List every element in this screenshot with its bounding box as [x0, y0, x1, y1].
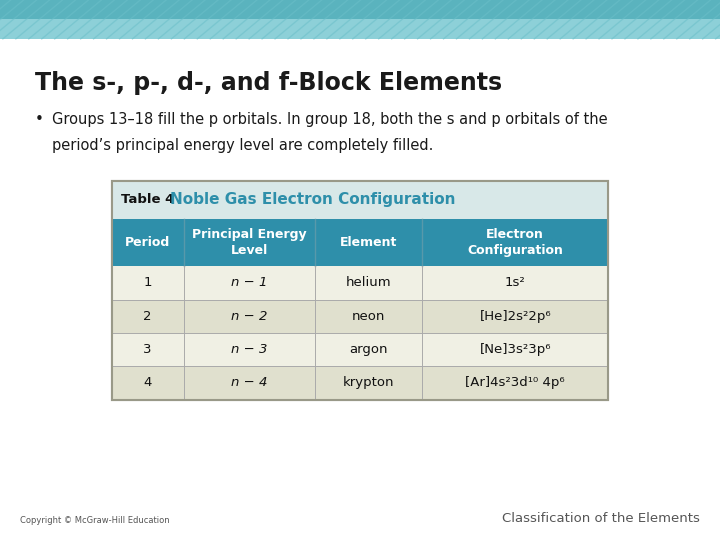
- Text: krypton: krypton: [343, 376, 395, 389]
- Text: Table 4: Table 4: [121, 193, 174, 206]
- Text: n − 3: n − 3: [231, 343, 268, 356]
- Text: helium: helium: [346, 276, 392, 289]
- Text: Noble Gas Electron Configuration: Noble Gas Electron Configuration: [170, 192, 456, 207]
- Bar: [112, 219, 608, 266]
- Text: 4: 4: [143, 376, 152, 389]
- Text: n − 2: n − 2: [231, 310, 268, 323]
- Bar: [112, 333, 608, 366]
- Text: 1: 1: [143, 276, 152, 289]
- Text: n − 4: n − 4: [231, 376, 268, 389]
- Text: 3: 3: [143, 343, 152, 356]
- Text: Groups 13–18 fill the p orbitals. In group 18, both the s and p orbitals of the: Groups 13–18 fill the p orbitals. In gro…: [52, 112, 608, 127]
- Text: neon: neon: [352, 310, 385, 323]
- Text: •: •: [35, 112, 43, 127]
- Text: [Ar]4s²3d¹⁰ 4p⁶: [Ar]4s²3d¹⁰ 4p⁶: [465, 376, 565, 389]
- Text: 1s²: 1s²: [505, 276, 526, 289]
- Text: [Ne]3s²3p⁶: [Ne]3s²3p⁶: [480, 343, 551, 356]
- Bar: [112, 366, 608, 400]
- Bar: [0, 19, 720, 39]
- Text: Electron
Configuration: Electron Configuration: [467, 228, 563, 256]
- Bar: [0, 0, 720, 19]
- Bar: [112, 181, 608, 219]
- Text: period’s principal energy level are completely filled.: period’s principal energy level are comp…: [52, 138, 433, 153]
- Text: Classification of the Elements: Classification of the Elements: [502, 512, 700, 525]
- Text: argon: argon: [349, 343, 388, 356]
- Bar: [112, 266, 608, 300]
- Text: 2: 2: [143, 310, 152, 323]
- Bar: [112, 181, 608, 400]
- Text: Principal Energy
Level: Principal Energy Level: [192, 228, 307, 256]
- Text: The s-, p-, d-, and f-Block Elements: The s-, p-, d-, and f-Block Elements: [35, 71, 502, 95]
- Bar: [112, 181, 608, 400]
- Text: n − 1: n − 1: [231, 276, 268, 289]
- Text: Period: Period: [125, 236, 170, 249]
- Bar: [112, 300, 608, 333]
- Text: Copyright © McGraw-Hill Education: Copyright © McGraw-Hill Education: [20, 516, 170, 525]
- Text: [He]2s²2p⁶: [He]2s²2p⁶: [480, 310, 551, 323]
- Text: Element: Element: [340, 236, 397, 249]
